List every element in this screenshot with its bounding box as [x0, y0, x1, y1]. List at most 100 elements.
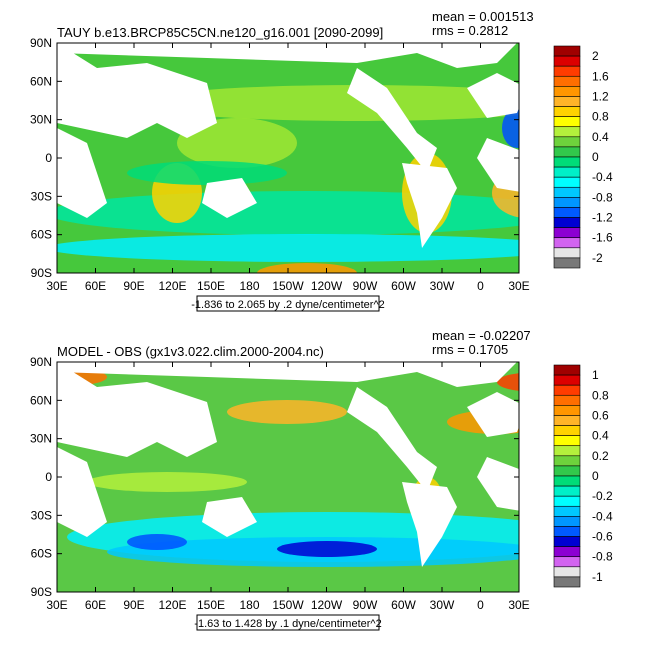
lon-label: 60E: [85, 279, 106, 293]
land: [347, 68, 437, 173]
lon-label: 30E: [508, 598, 529, 612]
colorbar-label: 0.8: [592, 110, 609, 124]
colorbar-box: [553, 546, 581, 558]
lat-label: 30N: [30, 113, 52, 127]
colorbar-label: 0.6: [592, 408, 609, 422]
colorbar-label: -0.8: [592, 190, 613, 204]
colorbar-label: -0.8: [592, 550, 613, 564]
field-blob: [502, 108, 519, 148]
lon-label: 120E: [158, 598, 186, 612]
field-blob: [87, 472, 247, 492]
colorbar-box: [553, 227, 581, 239]
colorbar-box: [553, 364, 581, 376]
field-blob: [137, 85, 519, 121]
lon-label: 150W: [272, 279, 304, 293]
lon-label: 150E: [197, 598, 225, 612]
colorbar-label: 0.2: [592, 449, 609, 463]
mean-stat: mean = 0.001513: [432, 9, 534, 24]
colorbar-box: [553, 516, 581, 527]
field-blob: [127, 161, 287, 185]
rms-stat: rms = 0.2812: [432, 23, 508, 38]
colorbar-box: [553, 126, 581, 138]
land: [477, 457, 519, 511]
field-blob: [57, 191, 519, 235]
lat-label: 30S: [31, 508, 52, 522]
colorbar-box: [553, 495, 581, 507]
colorbar-box: [553, 435, 581, 447]
lon-label: 90W: [353, 279, 378, 293]
lon-label: 30W: [430, 279, 455, 293]
panel-title: TAUY b.e13.BRCP85C5CN.ne120_g16.001 [209…: [57, 25, 383, 40]
mean-stat: mean = -0.02207: [432, 328, 531, 343]
colorbar-label: -0.6: [592, 530, 613, 544]
contour-info: -1.63 to 1.428 by .1 dyne/centimeter^2: [194, 618, 381, 630]
colorbar-box: [553, 536, 581, 547]
lat-label: 60N: [30, 74, 52, 88]
lat-label: 90N: [30, 36, 52, 50]
colorbar-box: [553, 166, 581, 178]
colorbar-box: [553, 556, 581, 568]
colorbar-box: [553, 415, 581, 426]
field-blob: [277, 541, 377, 557]
lon-label: 60E: [85, 598, 106, 612]
land: [57, 43, 517, 68]
land: [402, 482, 457, 567]
lon-label: 30E: [46, 279, 67, 293]
colorbar-box: [553, 75, 581, 87]
lon-label: 0: [477, 279, 484, 293]
colorbar-box: [553, 106, 581, 117]
colorbar-label: 1.6: [592, 69, 609, 83]
map: [57, 43, 519, 273]
lon-label: 60W: [391, 598, 416, 612]
lon-label: 30W: [430, 598, 455, 612]
colorbar-label: -1.2: [592, 211, 613, 225]
colorbar-label: 1.2: [592, 89, 609, 103]
lon-label: 30E: [508, 279, 529, 293]
rms-stat: rms = 0.1705: [432, 342, 508, 357]
field-blob: [177, 118, 297, 168]
colorbar-box: [553, 425, 581, 436]
lon-label: 60W: [391, 279, 416, 293]
colorbar-box: [553, 156, 581, 168]
lat-label: 90N: [30, 355, 52, 369]
colorbar-box: [553, 146, 581, 158]
land: [202, 178, 257, 218]
lon-label: 150W: [272, 598, 304, 612]
colorbar-label: 1: [592, 368, 599, 382]
land: [467, 73, 519, 118]
lon-label: 120W: [311, 598, 343, 612]
contour-info: -1.836 to 2.065 by .2 dyne/centimeter^2: [191, 299, 385, 311]
lat-label: 60S: [31, 228, 52, 242]
land: [57, 362, 217, 457]
lat-label: 30S: [31, 189, 52, 203]
lat-label: 0: [45, 151, 52, 165]
colorbar-label: -2: [592, 251, 603, 265]
lat-label: 90S: [31, 266, 52, 280]
lat-label: 90S: [31, 585, 52, 599]
colorbar-box: [553, 405, 581, 416]
colorbar-box: [553, 566, 581, 578]
colorbar-label: 0.4: [592, 130, 609, 144]
colorbar-box: [553, 136, 581, 148]
lon-label: 150E: [197, 279, 225, 293]
colorbar-box: [553, 576, 581, 588]
map-field: [57, 43, 519, 273]
lat-label: 30N: [30, 432, 52, 446]
lat-label: 60N: [30, 393, 52, 407]
contour-info-box: [196, 614, 380, 631]
colorbar-label: -0.4: [592, 170, 613, 184]
colorbar-label: 0.8: [592, 388, 609, 402]
colorbar-box: [553, 65, 581, 77]
field-blob: [257, 263, 357, 273]
field-blob: [497, 373, 519, 391]
colorbar-box: [553, 217, 581, 228]
colorbar-box: [553, 197, 581, 208]
colorbar-box: [553, 455, 581, 467]
colorbar-label: 0: [592, 469, 599, 483]
colorbar-box: [553, 237, 581, 249]
colorbar-label: 2: [592, 49, 599, 63]
contour-info-box: [196, 295, 380, 312]
land: [57, 128, 107, 218]
lon-label: 0: [477, 598, 484, 612]
